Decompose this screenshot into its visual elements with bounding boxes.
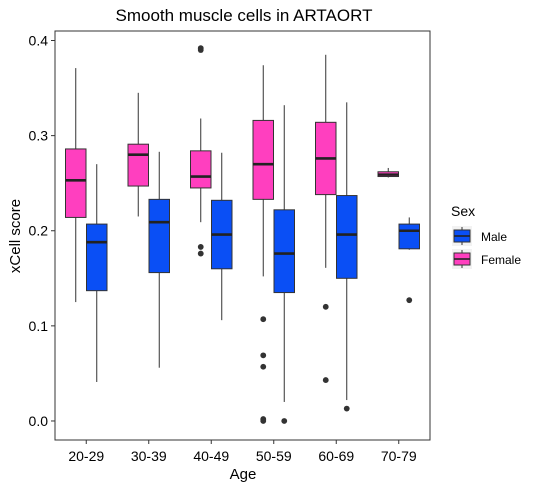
outlier-point-1 bbox=[260, 352, 267, 359]
box-male-60-69 bbox=[336, 102, 358, 412]
x-tick-label-5: 70-79 bbox=[381, 448, 417, 464]
legend-label-female: Female bbox=[481, 253, 521, 267]
legend: Sex Male Female bbox=[451, 203, 521, 269]
box-female-30-39 bbox=[127, 92, 149, 217]
plot-panel bbox=[54, 30, 431, 441]
y-tick-label-3: 0.3 bbox=[29, 128, 49, 144]
boxes-layer bbox=[65, 45, 420, 424]
outlier-point-1 bbox=[197, 250, 204, 257]
box-male-30-39 bbox=[148, 151, 170, 368]
legend-label-male: Male bbox=[481, 230, 507, 244]
box-male-50-59 bbox=[273, 105, 295, 424]
y-tick-label-4: 0.4 bbox=[29, 33, 49, 49]
box-female-50-59 bbox=[252, 65, 274, 424]
y-tick-label-0: 0.0 bbox=[29, 413, 49, 429]
outlier-point-0 bbox=[343, 405, 350, 412]
outlier-point-0 bbox=[406, 297, 413, 304]
box-body bbox=[127, 143, 149, 187]
outlier-point-0 bbox=[322, 303, 329, 310]
y-axis: 0.0 0.1 0.2 0.3 0.4 bbox=[29, 33, 55, 429]
outlier-point-4 bbox=[260, 418, 267, 424]
legend-key-male bbox=[452, 226, 472, 246]
box-body bbox=[336, 195, 358, 279]
x-tick-label-4: 60-69 bbox=[318, 448, 354, 464]
x-tick-label-0: 20-29 bbox=[68, 448, 104, 464]
outlier-point-0 bbox=[260, 316, 267, 323]
box-female-70-79 bbox=[377, 167, 399, 178]
outlier-point-2 bbox=[260, 363, 267, 370]
box-body bbox=[252, 119, 274, 200]
outlier-point-1 bbox=[322, 377, 329, 383]
legend-key-female bbox=[452, 249, 472, 269]
outlier-point-0 bbox=[281, 418, 288, 424]
y-axis-label: xCell score bbox=[7, 199, 24, 273]
box-body bbox=[398, 223, 420, 250]
box-male-20-29 bbox=[86, 164, 108, 382]
y-tick-label-2: 0.2 bbox=[29, 223, 49, 239]
outlier-point-3 bbox=[197, 45, 204, 52]
y-tick-label-1: 0.1 bbox=[29, 318, 49, 334]
box-male-70-79 bbox=[398, 217, 420, 304]
outlier-point-0 bbox=[197, 244, 204, 250]
x-tick-label-1: 30-39 bbox=[131, 448, 167, 464]
x-axis-label: Age bbox=[230, 466, 257, 483]
box-body bbox=[273, 209, 295, 294]
box-female-40-49 bbox=[190, 45, 212, 257]
box-body bbox=[65, 148, 87, 218]
box-body bbox=[148, 198, 170, 274]
box-female-20-29 bbox=[65, 68, 87, 303]
x-tick-label-2: 40-49 bbox=[193, 448, 229, 464]
x-tick-label-3: 50-59 bbox=[256, 448, 292, 464]
box-body bbox=[190, 150, 212, 189]
x-axis: 20-29 30-39 40-49 50-59 60-69 70-79 bbox=[68, 440, 417, 464]
chart-title: Smooth muscle cells in ARTAORT bbox=[116, 6, 373, 25]
box-male-40-49 bbox=[211, 152, 233, 321]
box-female-60-69 bbox=[315, 54, 337, 383]
legend-title: Sex bbox=[451, 203, 475, 219]
box-body bbox=[86, 223, 108, 292]
